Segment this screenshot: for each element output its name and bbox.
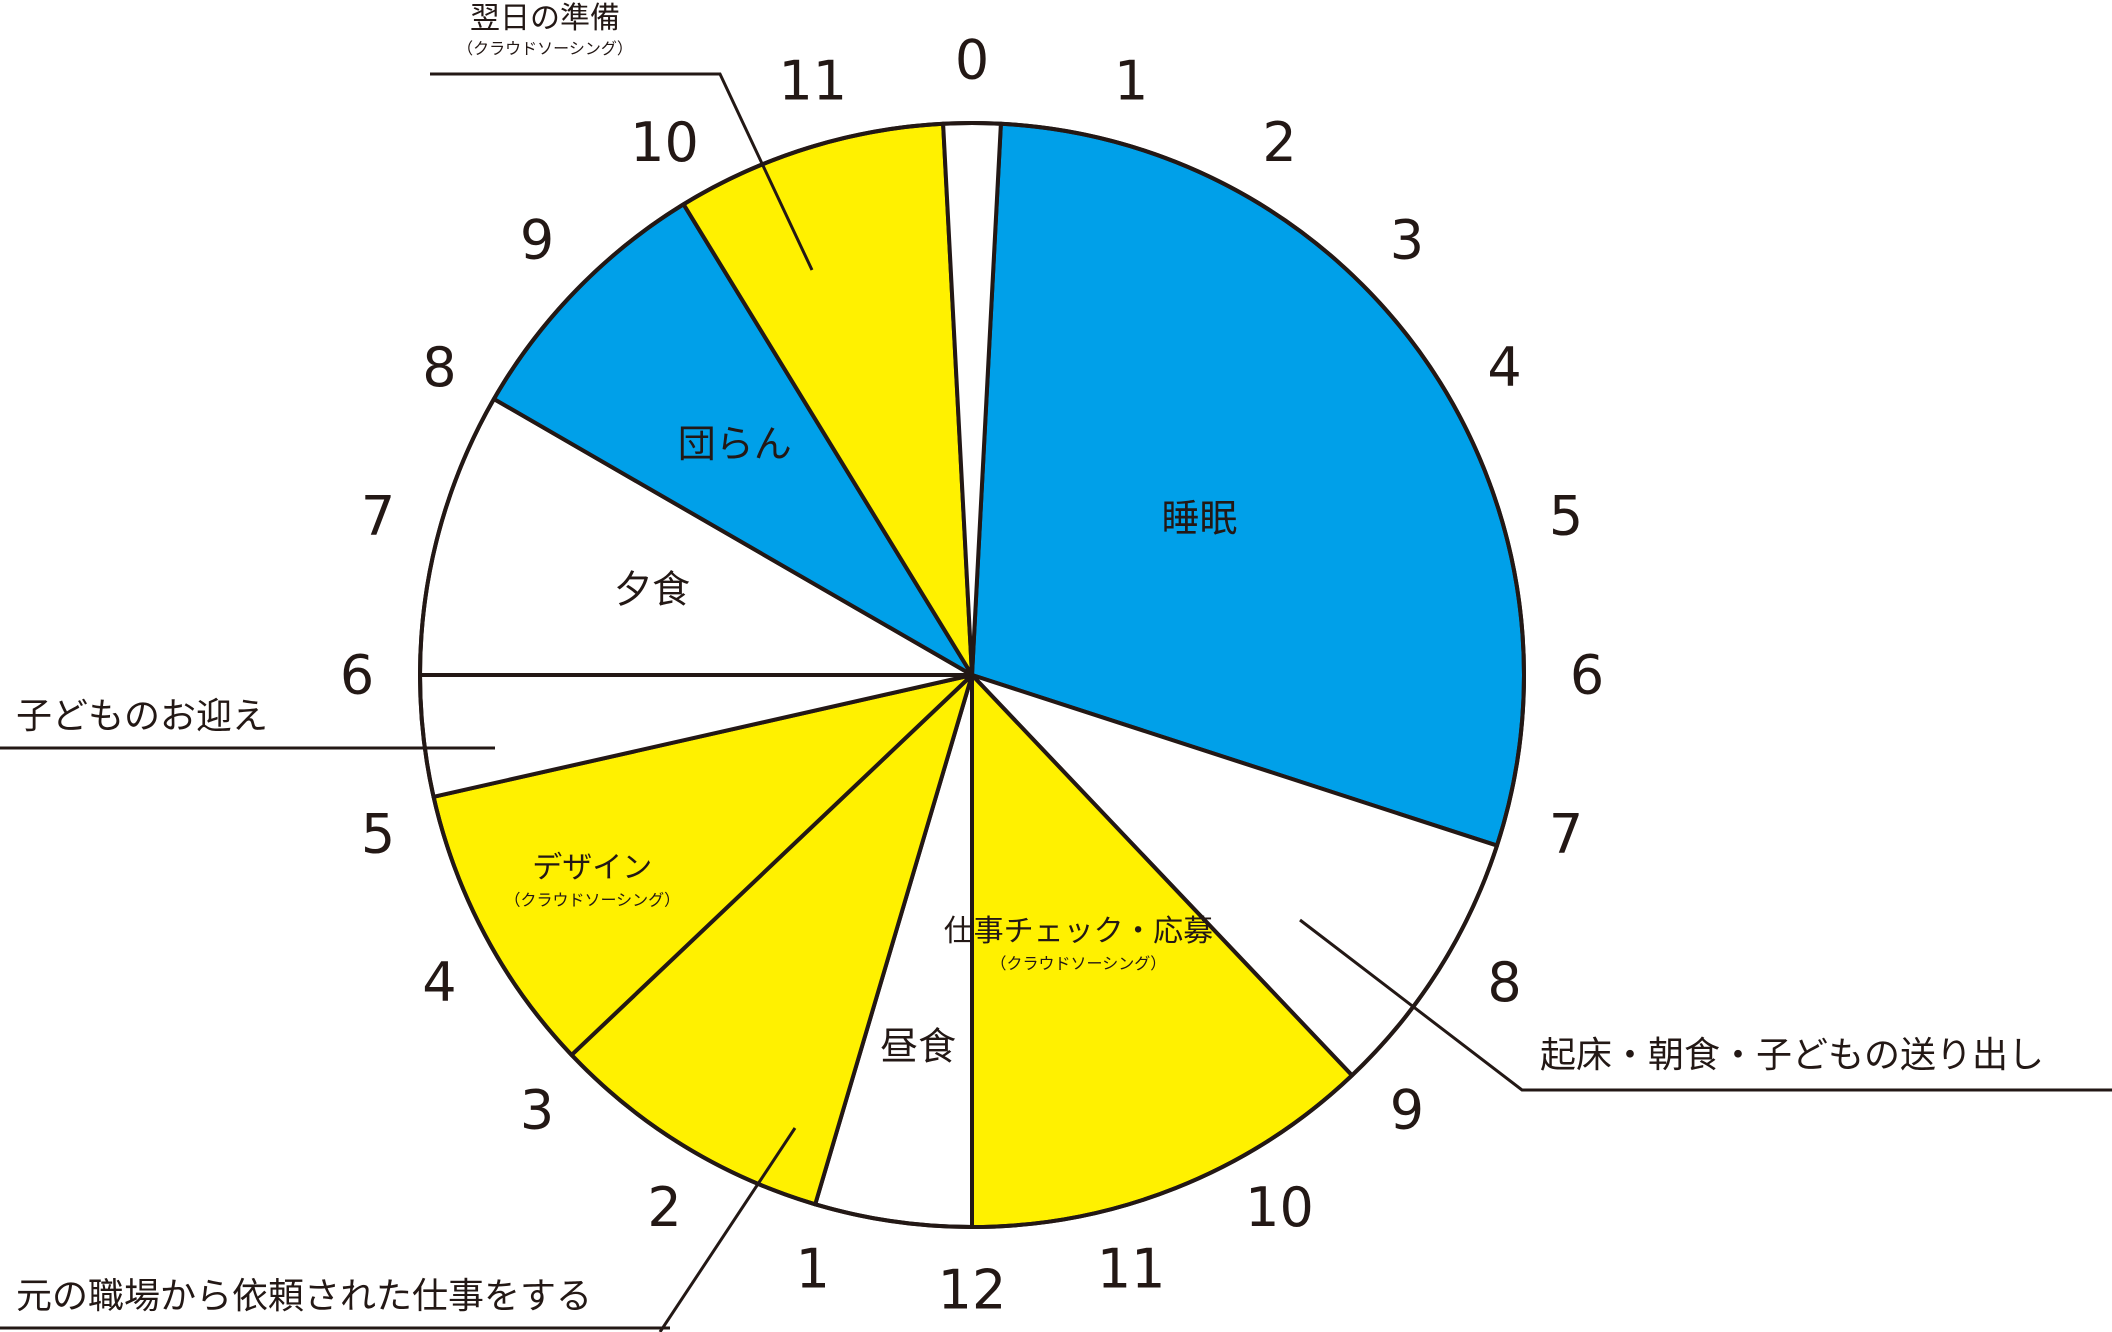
callout-line-former-work — [658, 1127, 797, 1332]
hour-tick-9: 9 — [1390, 1078, 1424, 1141]
hour-tick-15: 3 — [520, 1078, 554, 1141]
hour-tick-13: 1 — [796, 1238, 830, 1301]
slice-label-2: 仕事チェック・応募 — [944, 914, 1213, 949]
hour-tick-0: 0 — [955, 29, 989, 92]
hour-tick-3: 3 — [1390, 209, 1424, 272]
hour-tick-16: 4 — [422, 951, 456, 1014]
callout-label-pickup: 子どものお迎え — [16, 696, 268, 737]
slice-label-3: 昼食 — [880, 1025, 956, 1069]
slice-label-0: 睡眠 — [1161, 497, 1237, 541]
hour-tick-17: 5 — [361, 803, 395, 866]
slice-label-8: 団らん — [678, 422, 792, 466]
hour-tick-1: 1 — [1114, 50, 1148, 113]
callout-line-morning — [1299, 918, 2112, 1092]
hour-tick-18: 6 — [340, 644, 374, 707]
hour-tick-10: 10 — [1245, 1176, 1314, 1239]
hour-tick-20: 8 — [422, 336, 456, 399]
callout-label-former-work: 元の職場から依頼された仕事をする — [16, 1276, 592, 1317]
slice-sublabel-2: （クラウドソーシング） — [991, 954, 1167, 973]
callout-label-next-day-prep: 翌日の準備 — [470, 1, 620, 36]
slice-sublabel-5: （クラウドソーシング） — [504, 891, 680, 910]
hour-tick-2: 2 — [1262, 111, 1296, 174]
hour-tick-5: 5 — [1549, 484, 1583, 547]
hour-tick-7: 7 — [1549, 803, 1583, 866]
hour-tick-11: 11 — [1097, 1238, 1166, 1301]
pie-slices — [418, 121, 1526, 1229]
hour-tick-12: 12 — [938, 1259, 1007, 1322]
hour-tick-8: 8 — [1487, 951, 1521, 1014]
hour-tick-14: 2 — [647, 1176, 681, 1239]
callout-line-next-day-prep — [430, 72, 814, 271]
pie-outline — [418, 121, 1526, 1229]
slice-label-7: 夕食 — [614, 567, 690, 611]
hour-tick-23: 11 — [778, 50, 847, 113]
hour-tick-22: 10 — [630, 111, 699, 174]
hour-tick-19: 7 — [361, 484, 395, 547]
hour-tick-6: 6 — [1570, 644, 1604, 707]
slice-label-5: デザイン — [532, 851, 652, 886]
callout-label-morning: 起床・朝食・子どもの送り出し — [1540, 1035, 2044, 1076]
hour-tick-21: 9 — [520, 209, 554, 272]
callout-sublabel-next-day-prep: （クラウドソーシング） — [457, 39, 633, 58]
hour-tick-4: 4 — [1487, 336, 1521, 399]
